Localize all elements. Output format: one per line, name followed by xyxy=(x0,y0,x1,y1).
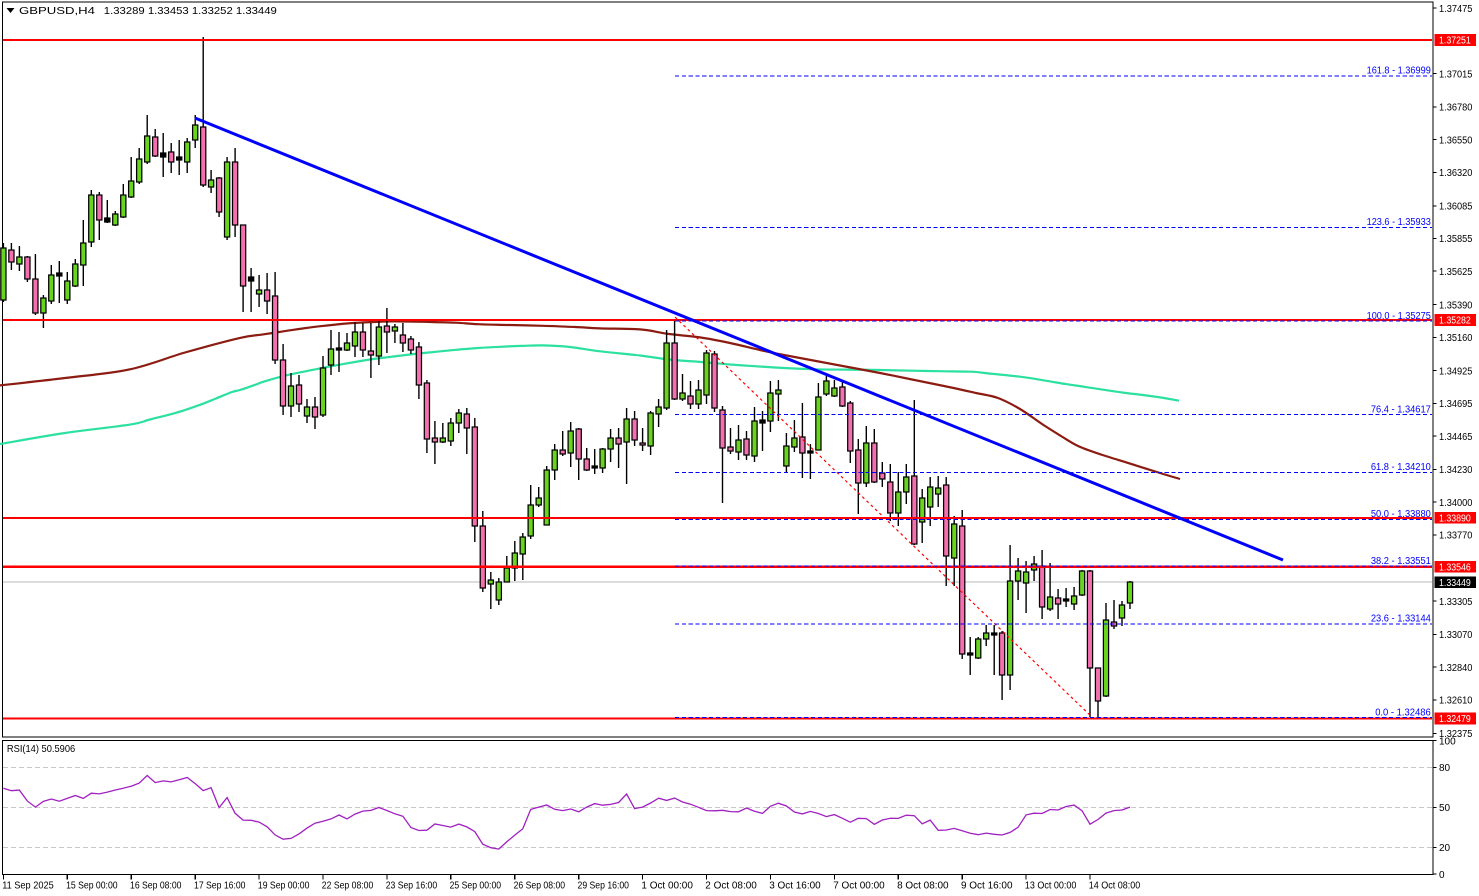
svg-text:123.6 - 1.35933: 123.6 - 1.35933 xyxy=(1367,217,1431,228)
svg-text:1.33546: 1.33546 xyxy=(1439,563,1471,574)
svg-text:16 Sep 08:00: 16 Sep 08:00 xyxy=(130,880,182,892)
svg-text:1.33070: 1.33070 xyxy=(1439,630,1473,641)
svg-text:17 Sep 16:00: 17 Sep 16:00 xyxy=(194,880,246,892)
svg-text:22 Sep 08:00: 22 Sep 08:00 xyxy=(322,880,374,892)
svg-text:8 Oct 08:00: 8 Oct 08:00 xyxy=(897,880,949,892)
svg-text:1.36780: 1.36780 xyxy=(1439,103,1473,114)
svg-text:1.36320: 1.36320 xyxy=(1439,168,1473,179)
svg-text:50.0 - 1.33880: 50.0 - 1.33880 xyxy=(1371,509,1431,520)
svg-text:1.33289 1.33453 1.33252 1.3344: 1.33289 1.33453 1.33252 1.33449 xyxy=(104,5,277,17)
svg-text:1.33449: 1.33449 xyxy=(1439,578,1471,589)
svg-text:1.32375: 1.32375 xyxy=(1439,729,1473,740)
svg-text:1.34000: 1.34000 xyxy=(1439,498,1473,509)
svg-text:1.32840: 1.32840 xyxy=(1439,663,1473,674)
svg-text:1.32610: 1.32610 xyxy=(1439,696,1473,707)
svg-text:1.34230: 1.34230 xyxy=(1439,465,1473,476)
svg-text:1.35855: 1.35855 xyxy=(1439,234,1473,245)
svg-text:20: 20 xyxy=(1439,843,1451,854)
svg-text:GBPUSD,H4: GBPUSD,H4 xyxy=(19,5,95,17)
svg-text:100.0 - 1.35275: 100.0 - 1.35275 xyxy=(1367,311,1431,322)
svg-text:76.4 - 1.34617: 76.4 - 1.34617 xyxy=(1371,404,1431,415)
svg-text:0: 0 xyxy=(1439,870,1445,881)
svg-text:9 Oct 16:00: 9 Oct 16:00 xyxy=(961,880,1013,892)
svg-text:1.37015: 1.37015 xyxy=(1439,69,1473,80)
svg-text:161.8 - 1.36999: 161.8 - 1.36999 xyxy=(1367,66,1431,77)
svg-text:1.37251: 1.37251 xyxy=(1439,36,1471,47)
svg-text:1.36550: 1.36550 xyxy=(1439,135,1473,146)
svg-text:1.34465: 1.34465 xyxy=(1439,432,1473,443)
svg-text:1.35390: 1.35390 xyxy=(1439,300,1473,311)
svg-text:1.32479: 1.32479 xyxy=(1439,714,1471,725)
svg-text:1.33770: 1.33770 xyxy=(1439,531,1473,542)
svg-text:1.35160: 1.35160 xyxy=(1439,333,1473,344)
svg-text:11 Sep 2025: 11 Sep 2025 xyxy=(2,880,54,892)
svg-text:1.35625: 1.35625 xyxy=(1439,267,1473,278)
svg-text:50: 50 xyxy=(1439,803,1451,814)
svg-text:23.6 - 1.33144: 23.6 - 1.33144 xyxy=(1371,614,1431,625)
svg-text:14 Oct 08:00: 14 Oct 08:00 xyxy=(1089,880,1141,892)
svg-text:29 Sep 16:00: 29 Sep 16:00 xyxy=(578,880,630,892)
svg-text:23 Sep 16:00: 23 Sep 16:00 xyxy=(386,880,438,892)
svg-text:1.34925: 1.34925 xyxy=(1439,366,1473,377)
svg-text:19 Sep 00:00: 19 Sep 00:00 xyxy=(258,880,310,892)
svg-text:1.37475: 1.37475 xyxy=(1439,4,1473,15)
svg-text:7 Oct 00:00: 7 Oct 00:00 xyxy=(833,880,885,892)
svg-text:0.0 - 1.32486: 0.0 - 1.32486 xyxy=(1375,707,1431,718)
svg-text:15 Sep 00:00: 15 Sep 00:00 xyxy=(66,880,118,892)
svg-text:RSI(14) 50.5906: RSI(14) 50.5906 xyxy=(7,743,75,755)
svg-text:1.35282: 1.35282 xyxy=(1439,316,1471,327)
svg-text:2 Oct 08:00: 2 Oct 08:00 xyxy=(705,880,757,892)
svg-text:80: 80 xyxy=(1439,763,1451,774)
svg-text:1.34695: 1.34695 xyxy=(1439,399,1473,410)
svg-text:61.8 - 1.34210: 61.8 - 1.34210 xyxy=(1371,462,1431,473)
svg-text:26 Sep 08:00: 26 Sep 08:00 xyxy=(514,880,566,892)
svg-text:1 Oct 00:00: 1 Oct 00:00 xyxy=(641,880,693,892)
svg-text:100: 100 xyxy=(1439,736,1456,747)
svg-text:1.33305: 1.33305 xyxy=(1439,597,1473,608)
svg-text:1.36085: 1.36085 xyxy=(1439,202,1473,213)
svg-text:1.33890: 1.33890 xyxy=(1439,514,1471,525)
svg-text:38.2 - 1.33551: 38.2 - 1.33551 xyxy=(1371,556,1431,567)
svg-text:3 Oct 16:00: 3 Oct 16:00 xyxy=(769,880,821,892)
svg-text:25 Sep 00:00: 25 Sep 00:00 xyxy=(450,880,502,892)
svg-text:13 Oct 00:00: 13 Oct 00:00 xyxy=(1025,880,1077,892)
